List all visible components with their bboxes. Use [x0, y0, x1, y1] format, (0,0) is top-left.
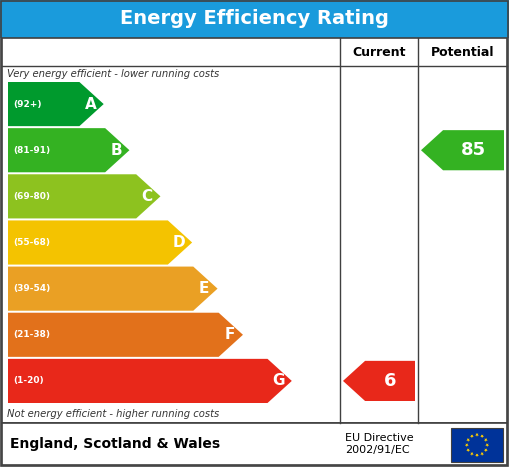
Text: 85: 85 — [461, 141, 486, 159]
Polygon shape — [475, 453, 479, 457]
Text: C: C — [142, 189, 153, 204]
Text: (81-91): (81-91) — [13, 146, 50, 155]
Text: G: G — [272, 374, 285, 389]
Bar — [2, 423, 507, 465]
Polygon shape — [8, 82, 104, 126]
Text: (1-20): (1-20) — [13, 376, 44, 385]
Polygon shape — [343, 361, 415, 401]
Text: B: B — [110, 143, 122, 158]
Polygon shape — [421, 130, 504, 170]
Text: Not energy efficient - higher running costs: Not energy efficient - higher running co… — [7, 409, 219, 419]
Polygon shape — [485, 443, 489, 447]
Text: Current: Current — [352, 45, 406, 58]
Polygon shape — [466, 448, 470, 452]
Text: 6: 6 — [384, 372, 397, 390]
Polygon shape — [8, 313, 243, 357]
Polygon shape — [475, 433, 479, 437]
Text: A: A — [84, 97, 96, 112]
Polygon shape — [8, 267, 217, 311]
Polygon shape — [8, 128, 129, 172]
Polygon shape — [466, 439, 470, 442]
Text: (55-68): (55-68) — [13, 238, 50, 247]
Text: (69-80): (69-80) — [13, 192, 50, 201]
Polygon shape — [484, 439, 488, 442]
Polygon shape — [465, 443, 469, 447]
Polygon shape — [8, 220, 192, 265]
Bar — [2, 38, 507, 423]
Polygon shape — [480, 435, 484, 438]
Text: England, Scotland & Wales: England, Scotland & Wales — [10, 437, 220, 451]
Text: Energy Efficiency Rating: Energy Efficiency Rating — [120, 9, 389, 28]
Bar — [0, 0, 509, 38]
Text: (92+): (92+) — [13, 99, 42, 108]
Polygon shape — [470, 452, 474, 456]
Text: (21-38): (21-38) — [13, 330, 50, 340]
Polygon shape — [8, 359, 292, 403]
Text: Potential: Potential — [431, 45, 494, 58]
Text: E: E — [199, 281, 209, 296]
Text: (39-54): (39-54) — [13, 284, 50, 293]
Polygon shape — [470, 435, 474, 438]
Text: Very energy efficient - lower running costs: Very energy efficient - lower running co… — [7, 69, 219, 79]
Text: EU Directive
2002/91/EC: EU Directive 2002/91/EC — [345, 433, 414, 455]
Bar — [451, 428, 503, 462]
Polygon shape — [8, 174, 160, 219]
Polygon shape — [480, 452, 484, 456]
Text: D: D — [173, 235, 185, 250]
Polygon shape — [484, 448, 488, 452]
Text: F: F — [224, 327, 235, 342]
